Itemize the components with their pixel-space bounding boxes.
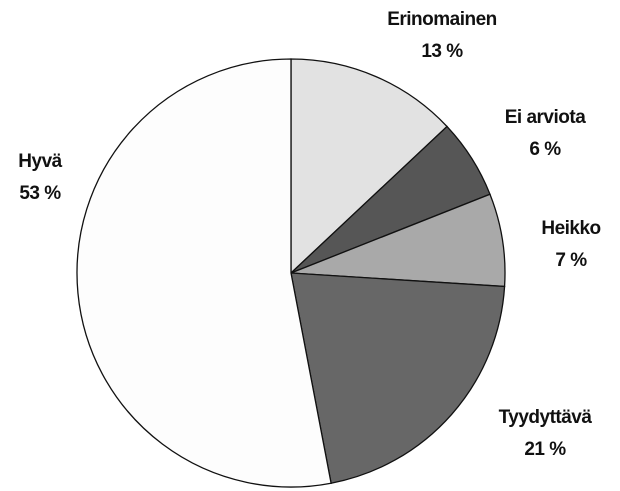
slice-label: Heikko [541, 218, 600, 239]
slice-value-label: 6 % [529, 139, 561, 160]
pie-slice [290, 272, 506, 484]
slice-label: Erinomainen [387, 9, 497, 30]
slice-value-label: 7 % [555, 250, 587, 271]
slice-label: Hyvä [18, 151, 62, 172]
slice-value-label: 53 % [19, 183, 61, 204]
pie-slice [290, 58, 448, 275]
pie-slice [76, 58, 332, 488]
slice-label: Ei arviota [505, 107, 586, 128]
slice-label: Tyydyttävä [499, 407, 593, 428]
slice-value-label: 13 % [421, 41, 463, 62]
slice-value-label: 21 % [524, 439, 566, 460]
